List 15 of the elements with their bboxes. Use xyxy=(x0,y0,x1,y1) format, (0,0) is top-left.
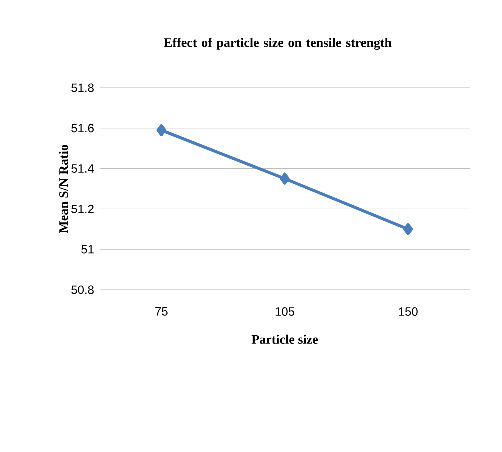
y-tick-label: 51.4 xyxy=(72,164,94,173)
point xyxy=(280,172,290,185)
x-tick-label: 75 xyxy=(156,308,168,316)
y-tick-label: 51.2 xyxy=(72,204,94,214)
y-axis-title: Mean S/N Ratio xyxy=(59,145,68,234)
y-tick-label: 51.8 xyxy=(72,84,94,92)
x-tick-label: 105 xyxy=(276,308,294,316)
y-tick-label: 50.8 xyxy=(72,286,94,294)
x-tick-label: 150 xyxy=(399,308,418,316)
point xyxy=(403,223,414,236)
y-tick-label: 51 xyxy=(82,245,94,254)
y-tick-label: 51.6 xyxy=(72,124,94,133)
point xyxy=(156,124,167,136)
chart-title: Effect of particle size on tensile strength xyxy=(164,38,392,50)
x-axis-title: Particle size xyxy=(252,334,318,344)
